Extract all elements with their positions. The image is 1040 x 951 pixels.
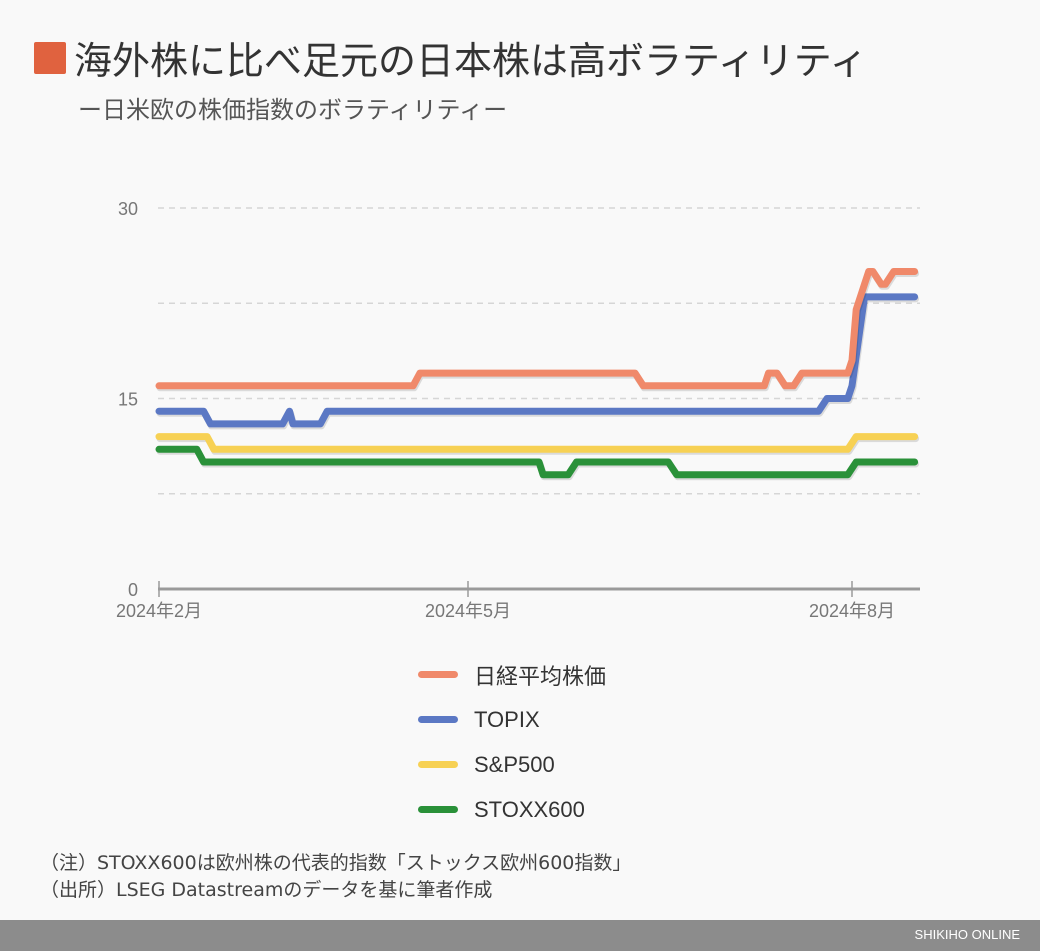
notes: （注）STOXX600は欧州株の代表的指数「ストックス欧州600指数」 （出所）… [40, 850, 631, 904]
x-tick-label: 2024年5月 [425, 601, 511, 621]
footer-bar: SHIKIHO ONLINE [0, 920, 1040, 951]
legend-label-stoxx600: STOXX600 [474, 796, 585, 822]
legend-label-nikkei: 日経平均株価 [474, 663, 607, 689]
legend: 日経平均株価 TOPIX S&P500 STOXX600 [418, 652, 606, 832]
x-tick-label: 2024年2月 [116, 601, 202, 621]
y-tick-label: 15 [118, 390, 138, 410]
legend-item-nikkei: 日経平均株価 [418, 652, 606, 697]
title-marker [34, 41, 66, 74]
series-shadow [156, 295, 920, 430]
series-line-topix [155, 293, 919, 428]
source-text: （出所）LSEG Datastreamのデータを基に筆者作成 [40, 879, 493, 901]
legend-swatch-nikkei [418, 671, 458, 678]
legend-swatch-sp500 [418, 761, 458, 768]
legend-swatch-stoxx600 [418, 806, 458, 813]
legend-swatch-topix [418, 716, 458, 723]
series-line- [155, 268, 919, 390]
note-text: （注）STOXX600は欧州株の代表的指数「ストックス欧州600指数」 [40, 852, 632, 874]
chart-subtitle: ー日米欧の株価指数のボラティリティー [78, 96, 508, 124]
footer-brand: SHIKIHO ONLINE [914, 927, 1020, 942]
x-tick-label: 2024年8月 [809, 601, 895, 621]
y-tick-label: 0 [128, 580, 138, 600]
title-text: 海外株に比べ足元の日本株は高ボラティリティ [74, 39, 868, 83]
legend-label-topix: TOPIX [474, 706, 540, 732]
y-tick-label: 30 [118, 199, 138, 219]
legend-item-topix: TOPIX [418, 697, 606, 742]
chart-title: 海外株に比べ足元の日本株は高ボラティリティ [34, 30, 867, 85]
legend-item-sp500: S&P500 [418, 742, 606, 787]
series-line-stoxx600 [155, 445, 919, 479]
legend-item-stoxx600: STOXX600 [418, 787, 606, 832]
series-line-sp500 [155, 433, 919, 453]
legend-label-sp500: S&P500 [474, 751, 555, 777]
